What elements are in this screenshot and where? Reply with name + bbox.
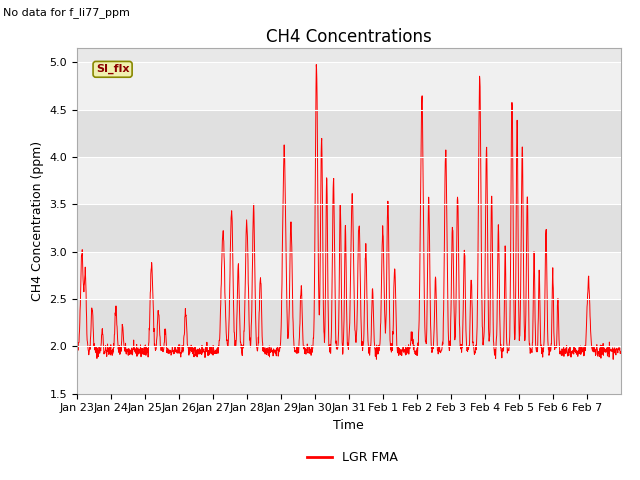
- Y-axis label: CH4 Concentration (ppm): CH4 Concentration (ppm): [31, 141, 44, 301]
- Bar: [77, 252, 621, 299]
- Bar: [77, 109, 621, 157]
- Bar: [77, 346, 621, 394]
- Bar: [77, 204, 621, 252]
- Bar: [77, 62, 621, 109]
- Text: SI_flx: SI_flx: [96, 64, 129, 74]
- Legend: LGR FMA: LGR FMA: [301, 446, 403, 469]
- Bar: [77, 157, 621, 204]
- X-axis label: Time: Time: [333, 419, 364, 432]
- Text: No data for f_li77_ppm: No data for f_li77_ppm: [3, 7, 130, 18]
- Title: CH4 Concentrations: CH4 Concentrations: [266, 28, 431, 47]
- Bar: [77, 299, 621, 346]
